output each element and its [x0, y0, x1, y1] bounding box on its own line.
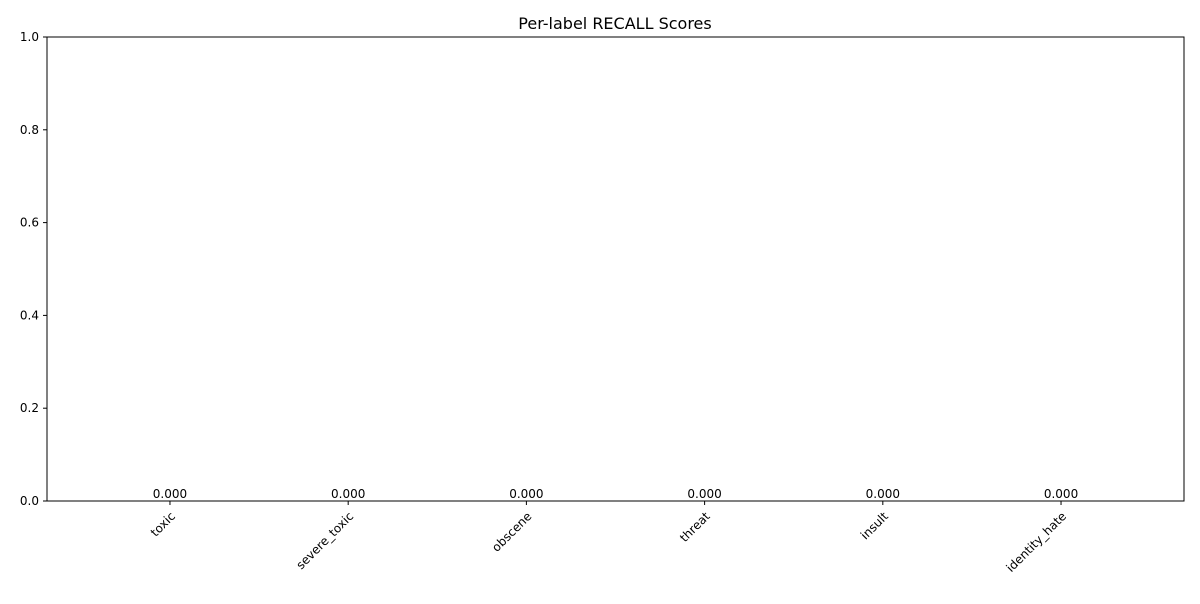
data-label: 0.000: [687, 487, 721, 501]
x-tick-label: insult: [858, 509, 891, 542]
axes-frame: [46, 36, 1185, 502]
x-tick-label: severe_toxic: [293, 509, 356, 572]
plot-area: 0.000 0.000 0.000 0.000 0.000 0.000 0.0 0.2 0.4 0…: [20, 30, 1185, 575]
x-tick-label: obscene: [489, 509, 534, 554]
x-tick-label: identity_hate: [1004, 509, 1070, 575]
chart-title: Per-label RECALL Scores: [518, 14, 711, 33]
data-label: 0.000: [509, 487, 543, 501]
y-tick-label: 0.8: [20, 123, 39, 137]
y-tick-label: 0.4: [20, 308, 39, 322]
data-label: 0.000: [866, 487, 900, 501]
x-tick-label: toxic: [148, 509, 178, 539]
y-tick-label: 0.2: [20, 401, 39, 415]
y-tick-label: 0.0: [20, 494, 39, 508]
data-label: 0.000: [153, 487, 187, 501]
y-tick-label: 0.6: [20, 216, 39, 230]
data-label: 0.000: [1044, 487, 1078, 501]
x-tick-label: threat: [677, 509, 713, 545]
y-tick-label: 1.0: [20, 30, 39, 44]
data-label: 0.000: [331, 487, 365, 501]
